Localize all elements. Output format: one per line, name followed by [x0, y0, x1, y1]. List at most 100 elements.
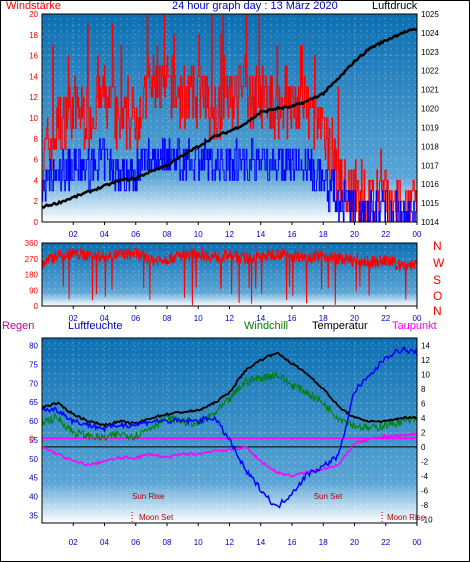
pressure-axis-tick-label: 1025: [421, 10, 439, 19]
wind-panel-x-tick-label: 14: [256, 230, 265, 239]
wind-panel-x-tick-label: 02: [69, 230, 78, 239]
pressure-axis-title: Luftdruck: [372, 0, 418, 12]
temperature-axis-tick-label: -8: [421, 501, 429, 510]
event-label: Moon Rise: [387, 513, 426, 522]
humidity-axis-tick-label: 80: [29, 342, 38, 351]
direction-panel-x-tick-label: 00: [413, 314, 422, 323]
temperature-axis-tick-label: 6: [421, 399, 426, 408]
pressure-axis-tick-label: 1015: [421, 199, 439, 208]
temperature-panel-x-tick-label: 10: [194, 538, 203, 547]
temperature-panel-x-tick-label: 06: [131, 538, 140, 547]
direction-label-n-top: N: [433, 239, 442, 253]
humidity-axis-tick-label: 40: [29, 493, 38, 502]
temperature-panel-x-tick-label: 08: [163, 538, 172, 547]
temperature-panel-x-tick-label: 00: [413, 538, 422, 547]
direction-panel-x-tick-label: 10: [194, 314, 203, 323]
temperature-legend: Temperatur: [312, 320, 368, 332]
direction-label-s: S: [433, 273, 442, 287]
wind-axis-tick-label: 6: [34, 156, 39, 165]
event-label: Moon Set: [139, 513, 174, 522]
temperature-panel-x-tick-label: 14: [256, 538, 265, 547]
wind-panel-x-tick-label: 12: [225, 230, 234, 239]
direction-axis-tick-label: 360: [25, 239, 39, 248]
direction-label-w: W: [433, 256, 445, 270]
wind-axis-tick-label: 0: [34, 218, 39, 227]
temperature-panel-x-tick-label: 18: [319, 538, 328, 547]
temperature-axis-tick-label: 0: [421, 443, 426, 452]
humidity-line: [41, 347, 418, 509]
temperature-axis-tick-label: 4: [421, 414, 426, 423]
pressure-axis-tick-label: 1019: [421, 123, 439, 132]
temperature-panel-x-tick-label: 22: [381, 538, 390, 547]
wind-panel-x-tick-label: 00: [413, 230, 422, 239]
wind-panel-x-tick-label: 16: [288, 230, 297, 239]
windchill-legend: Windchill: [244, 320, 289, 332]
pressure-axis-tick-label: 1017: [421, 161, 439, 170]
temperature-panel-x-tick-label: 20: [350, 538, 359, 547]
temperature-panel-x-tick-label: 16: [288, 538, 297, 547]
temperature-line: [41, 351, 418, 428]
pressure-axis-tick-label: 1014: [421, 218, 439, 227]
event-label: Sun Rise: [132, 492, 165, 501]
direction-panel-x-tick-label: 22: [381, 314, 390, 323]
humidity-axis-title: Luftfeuchte: [68, 320, 123, 332]
wind-panel-x-tick-label: 04: [100, 230, 109, 239]
direction-panel-x-tick-label: 20: [350, 314, 359, 323]
temperature-axis-tick-label: 2: [421, 428, 426, 437]
direction-axis-tick-label: 270: [25, 255, 39, 264]
humidity-axis-tick-label: 35: [29, 511, 38, 520]
direction-axis-tick-label: 90: [29, 286, 38, 295]
direction-axis-tick-label: 0: [34, 302, 39, 311]
event-label: Sun Set: [314, 492, 343, 501]
wind-axis-title: Windstärke: [6, 0, 62, 12]
humidity-axis-tick-label: 50: [29, 455, 38, 464]
direction-label-n-bottom: N: [433, 304, 442, 318]
humidity-axis-tick-label: 75: [29, 360, 38, 369]
pressure-axis-tick-label: 1018: [421, 142, 439, 151]
pressure-axis-tick-label: 1021: [421, 86, 439, 95]
wind-axis-tick-label: 8: [34, 135, 39, 144]
dewpoint-legend: Taupunkt: [392, 320, 437, 332]
wind-axis-tick-label: 18: [29, 31, 38, 40]
temperature-axis-tick-label: -10: [421, 515, 433, 524]
humidity-axis-tick-label: 45: [29, 474, 38, 483]
wind-panel-x-tick-label: 18: [319, 230, 328, 239]
direction-panel-x-tick-label: 02: [69, 314, 78, 323]
wind-axis-tick-label: 2: [34, 197, 39, 206]
temperature-axis-tick-label: -2: [421, 457, 429, 466]
direction-panel-x-tick-label: 12: [225, 314, 234, 323]
wind-direction-line: [41, 247, 418, 306]
direction-label-o: O: [433, 289, 443, 303]
rain-axis-title: Regen: [2, 320, 35, 332]
wind-panel-x-tick-label: 10: [194, 230, 203, 239]
windchill-line: [41, 370, 418, 442]
wind-axis-tick-label: 14: [29, 72, 38, 81]
wind-axis-tick-label: 20: [29, 10, 38, 19]
wind-axis-tick-label: 4: [34, 176, 39, 185]
wind-axis-tick-label: 10: [29, 114, 38, 123]
temperature-axis-tick-label: -6: [421, 486, 429, 495]
wind-low-line: [42, 138, 418, 223]
direction-axis-tick-label: 180: [25, 271, 39, 280]
humidity-axis-tick-label: 60: [29, 417, 38, 426]
temperature-axis-tick-label: 12: [421, 356, 430, 365]
pressure-axis-tick-label: 1020: [421, 105, 439, 114]
temperature-axis-tick-label: 14: [421, 341, 430, 350]
dewpoint-line: [41, 431, 418, 478]
temperature-panel-x-tick-label: 02: [69, 538, 78, 547]
wind-panel-x-tick-label: 06: [131, 230, 140, 239]
wind-panel-x-tick-label: 08: [163, 230, 172, 239]
direction-panel-x-tick-label: 08: [163, 314, 172, 323]
direction-panel-x-tick-label: 16: [288, 314, 297, 323]
chart-title: 24 hour graph day : 13 März 2020: [172, 0, 338, 12]
direction-panel-x-tick-label: 04: [100, 314, 109, 323]
wind-axis-tick-label: 16: [29, 52, 38, 61]
direction-panel-x-tick-label: 06: [131, 314, 140, 323]
wind-panel-x-tick-label: 22: [381, 230, 390, 239]
pressure-axis-tick-label: 1023: [421, 48, 439, 57]
pressure-axis-tick-label: 1016: [421, 180, 439, 189]
temperature-axis-tick-label: 8: [421, 385, 426, 394]
humidity-axis-tick-label: 55: [29, 436, 38, 445]
